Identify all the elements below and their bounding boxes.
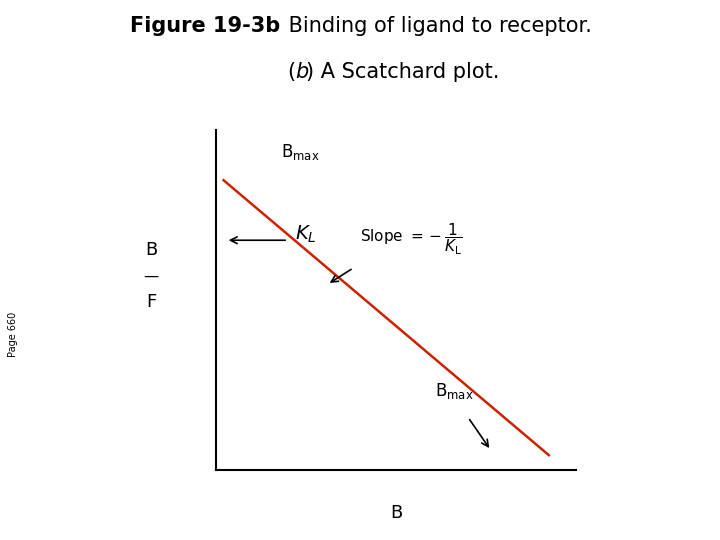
Text: Figure 19-3b: Figure 19-3b [130,16,280,36]
Text: B$_{\mathregular{max}}$: B$_{\mathregular{max}}$ [436,381,474,401]
Text: Binding of ligand to receptor.: Binding of ligand to receptor. [282,16,592,36]
Text: ) A Scatchard plot.: ) A Scatchard plot. [306,62,500,82]
Text: Page 660: Page 660 [8,312,18,357]
Text: b: b [295,62,308,82]
Text: —: — [143,268,159,284]
Text: Slope $= -\dfrac{1}{K_{\mathregular{L}}}$: Slope $= -\dfrac{1}{K_{\mathregular{L}}}… [360,221,463,257]
Text: $\mathit{K}_{\mathregular{L}}$: $\mathit{K}_{\mathregular{L}}$ [294,224,316,245]
Text: F: F [146,293,156,311]
Text: B: B [145,241,158,259]
Text: B: B [390,504,402,522]
Text: (: ( [287,62,295,82]
Text: B$_{\mathregular{max}}$: B$_{\mathregular{max}}$ [282,141,320,161]
